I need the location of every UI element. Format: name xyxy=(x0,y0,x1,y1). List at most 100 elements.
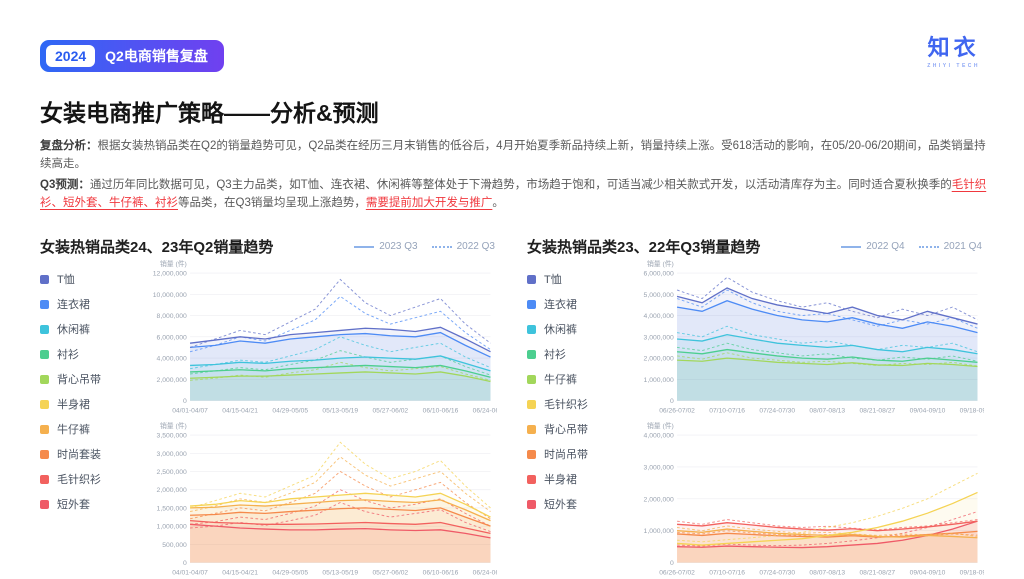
category-legend-item[interactable]: 背心吊带 xyxy=(527,421,623,437)
x-tick-label: 08/21-08/27 xyxy=(859,407,895,414)
y-tick-label: 2,000,000 xyxy=(644,356,674,363)
y-tick-label: 6,000,000 xyxy=(157,334,187,341)
category-legend-item[interactable]: T恤 xyxy=(40,271,136,287)
category-swatch-icon xyxy=(527,374,536,384)
series-line-dashed xyxy=(189,456,491,512)
chart-plots: 0 1,000,000 2,000,000 3,000,000 4,000,000 5,0… xyxy=(623,259,984,579)
category-legend-item[interactable]: 短外套 xyxy=(40,496,136,512)
y-tick-label: 2,000,000 xyxy=(157,377,187,384)
category-swatch-icon xyxy=(527,474,536,484)
category-label: 半身裙 xyxy=(57,399,90,411)
series-line-solid xyxy=(676,287,978,325)
series-line-dashed xyxy=(676,352,978,367)
category-label: 牛仔裤 xyxy=(544,374,577,386)
category-legend-item[interactable]: 半身裙 xyxy=(40,396,136,412)
x-tick-label: 06/26-07/02 xyxy=(659,407,695,414)
y-tick-label: 0 xyxy=(670,398,674,405)
period-legend-item[interactable]: 2021 Q4 xyxy=(918,241,982,252)
period-label: 2021 Q4 xyxy=(943,241,982,252)
series-area xyxy=(677,520,978,563)
period-legend-item[interactable]: 2022 Q3 xyxy=(431,241,495,252)
category-label: 衬衫 xyxy=(57,349,79,361)
y-axis-label: 销量 (件) xyxy=(160,259,187,268)
series-line-solid xyxy=(190,364,491,378)
chart-period-legend: 2022 Q4 2021 Q4 xyxy=(841,241,984,252)
paragraph-text: 复盘分析： xyxy=(40,140,98,152)
category-legend-item[interactable]: 背心吊带 xyxy=(40,371,136,387)
category-legend-item[interactable]: 短外套 xyxy=(527,496,623,512)
period-label: 2022 Q4 xyxy=(866,241,905,252)
category-swatch-icon xyxy=(527,399,536,409)
y-tick-label: 10,000,000 xyxy=(153,292,187,299)
paragraph-text: 通过历年同比数据可见，Q3主力品类，如T恤、连衣裙、休闲裤等整体处于下滑趋势，市… xyxy=(89,178,952,191)
category-legend-item[interactable]: 半身裙 xyxy=(527,471,623,487)
y-tick-label: 6,000,000 xyxy=(644,271,674,278)
dashed-line-icon xyxy=(918,245,939,248)
category-legend-item[interactable]: 毛针织衫 xyxy=(40,471,136,487)
category-legend-item[interactable]: T恤 xyxy=(527,271,623,287)
category-legend-item[interactable]: 休闲裤 xyxy=(527,321,623,337)
x-tick-label: 06/10-06/16 xyxy=(423,407,459,414)
x-tick-label: 07/10-07/16 xyxy=(709,407,745,414)
dashed-line-icon xyxy=(431,245,452,248)
y-tick-label: 4,000,000 xyxy=(157,356,187,363)
y-tick-label: 0 xyxy=(670,560,674,567)
category-swatch-icon xyxy=(40,274,49,284)
chart-body: T恤连衣裙休闲裤衬衫牛仔裤毛针织衫背心吊带时尚吊带半身裙短外套 0 1,000,0… xyxy=(527,259,984,579)
chart-section-q3: 女装热销品类23、22年Q3销量趋势 2022 Q4 2021 Q4 T恤 连衣裙休… xyxy=(527,236,984,579)
chart-body: T恤 连衣裙 休闲裤 衬衫 背心吊带 半身裙 牛仔裤 时尚套装 毛针织衫 短外套 0 2,000,0… xyxy=(40,259,497,579)
category-label: 短外套 xyxy=(544,499,577,511)
chart-plots: 0 2,000,000 4,000,000 6,000,000 8,000,000 10,… xyxy=(136,259,497,579)
series-line-solid xyxy=(190,371,491,383)
category-swatch-icon xyxy=(527,324,536,334)
y-tick-label: 500,000 xyxy=(162,542,187,549)
chart-title: 女装热销品类24、23年Q2销量趋势 xyxy=(40,239,274,256)
series-line-dashed xyxy=(189,470,491,520)
series-area xyxy=(190,499,491,563)
line-chart-subplot: 0 1,000,000 2,000,000 3,000,000 4,000,000 5,0… xyxy=(644,259,984,414)
series-line-solid xyxy=(676,333,978,355)
category-legend-item[interactable]: 时尚吊带 xyxy=(527,446,623,462)
series-area xyxy=(190,507,491,563)
category-legend-item[interactable]: 连衣裙 xyxy=(527,296,623,312)
series-line-dashed xyxy=(190,501,491,532)
period-label: 2023 Q3 xyxy=(379,241,418,252)
series-line-solid xyxy=(190,507,491,527)
category-label: 毛针织衫 xyxy=(544,399,588,411)
category-swatch-icon xyxy=(527,274,536,284)
y-tick-label: 2,500,000 xyxy=(157,469,187,476)
badge-year: 2024 xyxy=(46,45,96,67)
y-tick-label: 1,500,000 xyxy=(157,505,187,512)
category-label: T恤 xyxy=(57,274,75,286)
period-legend-item[interactable]: 2022 Q4 xyxy=(841,241,905,252)
y-tick-label: 4,000,000 xyxy=(644,313,674,320)
series-area xyxy=(677,358,978,401)
y-tick-label: 1,000,000 xyxy=(644,377,674,384)
x-tick-label: 05/13-05/19 xyxy=(322,569,358,576)
x-tick-label: 05/27-06/02 xyxy=(372,407,408,414)
x-tick-label: 05/13-05/19 xyxy=(322,407,358,414)
x-tick-label: 08/07-08/13 xyxy=(809,569,845,576)
highlighted-text: 需要提前加大开发与推广 xyxy=(365,197,493,210)
series-line-dashed xyxy=(676,276,978,321)
series-line-solid xyxy=(189,331,491,358)
category-legend-item[interactable]: 时尚套装 xyxy=(40,446,136,462)
y-tick-label: 12,000,000 xyxy=(153,271,187,278)
y-axis-label: 销量 (件) xyxy=(647,259,674,268)
category-legend-item[interactable]: 连衣裙 xyxy=(40,296,136,312)
category-legend-item[interactable]: 牛仔裤 xyxy=(40,421,136,437)
category-legend-item[interactable]: 休闲裤 xyxy=(40,321,136,337)
category-label: 休闲裤 xyxy=(57,324,90,336)
series-line-solid xyxy=(677,357,978,368)
category-label: 休闲裤 xyxy=(544,324,577,336)
category-legend-item[interactable]: 毛针织衫 xyxy=(527,396,623,412)
category-legend-item[interactable]: 衬衫 xyxy=(40,346,136,362)
analysis-block: 复盘分析：根据女装热销品类在Q2的销量趋势可见，Q2品类在经历三月末销售的低谷后… xyxy=(40,137,988,215)
period-legend-item[interactable]: 2023 Q3 xyxy=(354,241,418,252)
series-area xyxy=(190,371,491,401)
category-legend-item[interactable]: 衬衫 xyxy=(527,346,623,362)
paragraph-text: Q3预测： xyxy=(40,178,90,191)
logo-subtitle: ZHIYI TECH xyxy=(927,63,980,69)
series-line-solid xyxy=(189,326,491,353)
category-legend-item[interactable]: 牛仔裤 xyxy=(527,371,623,387)
